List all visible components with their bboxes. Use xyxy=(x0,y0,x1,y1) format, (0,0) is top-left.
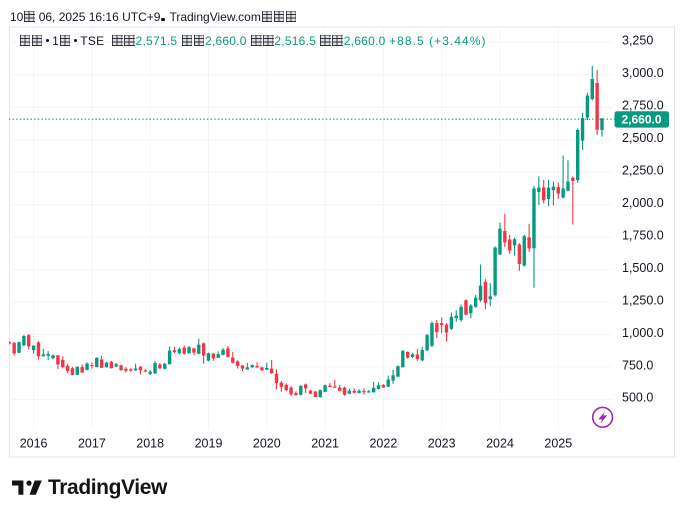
svg-text:2021: 2021 xyxy=(311,436,339,450)
svg-text:1,500.0: 1,500.0 xyxy=(622,261,664,275)
svg-text:2020: 2020 xyxy=(253,436,281,450)
svg-text:3,250: 3,250 xyxy=(622,34,653,48)
svg-text:2023: 2023 xyxy=(428,436,456,450)
svg-text:2,500.0: 2,500.0 xyxy=(622,131,664,145)
svg-text:1,750.0: 1,750.0 xyxy=(622,228,664,242)
svg-text:2,660.0: 2,660.0 xyxy=(622,113,662,127)
svg-text:2019: 2019 xyxy=(195,436,223,450)
svg-text:3,000.0: 3,000.0 xyxy=(622,66,664,80)
svg-text:500.0: 500.0 xyxy=(622,391,653,405)
svg-text:2018: 2018 xyxy=(136,436,164,450)
svg-text:2016: 2016 xyxy=(20,436,48,450)
svg-text:2,250.0: 2,250.0 xyxy=(622,164,664,178)
svg-text:2017: 2017 xyxy=(78,436,106,450)
svg-text:2024: 2024 xyxy=(486,436,514,450)
svg-text:2,750.0: 2,750.0 xyxy=(622,99,664,113)
svg-text:2,000.0: 2,000.0 xyxy=(622,196,664,210)
svg-text:750.0: 750.0 xyxy=(622,358,653,372)
svg-text:2025: 2025 xyxy=(544,436,572,450)
svg-text:1,000.0: 1,000.0 xyxy=(622,326,664,340)
svg-text:1,250.0: 1,250.0 xyxy=(622,293,664,307)
svg-text:2022: 2022 xyxy=(369,436,397,450)
